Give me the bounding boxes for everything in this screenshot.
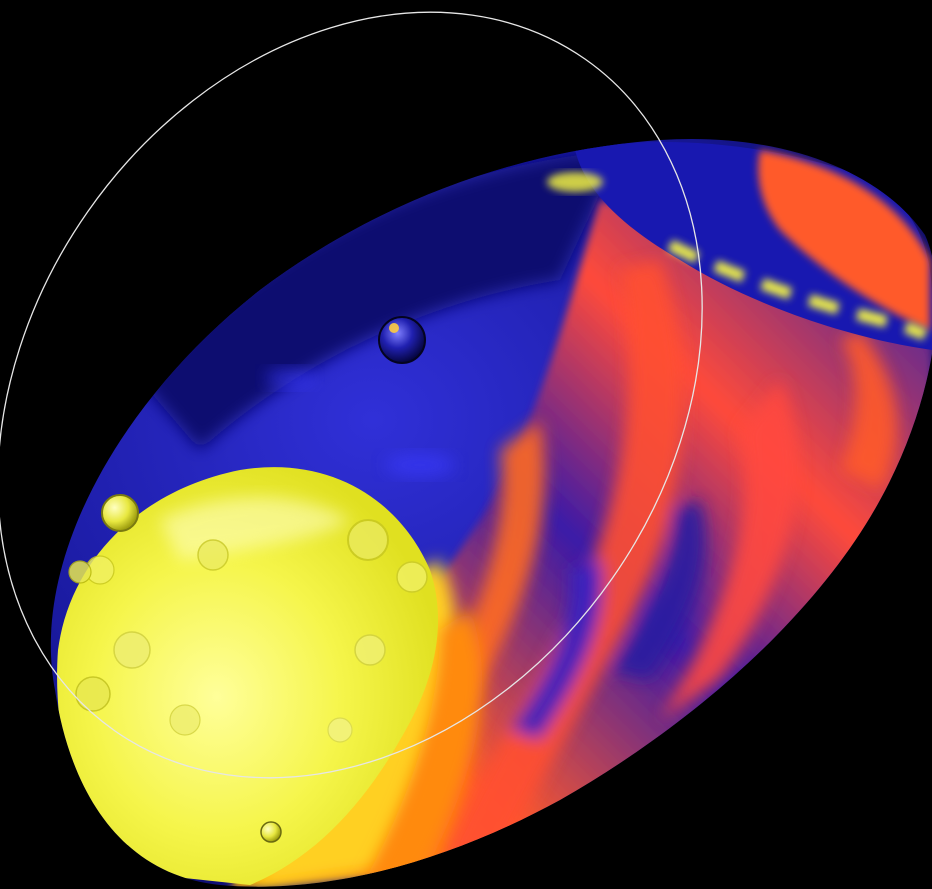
blue-patch-1 bbox=[385, 453, 455, 477]
top-glint bbox=[547, 172, 603, 192]
floating-bubble-glint bbox=[389, 323, 399, 333]
blue-patch-2 bbox=[265, 368, 315, 388]
color-streaks bbox=[420, 260, 898, 860]
tube-orange-band bbox=[360, 610, 482, 887]
upper-shadow bbox=[140, 150, 620, 450]
bubble-left bbox=[101, 494, 139, 532]
yellow-sphere bbox=[57, 467, 439, 885]
orange-reflection bbox=[758, 150, 930, 330]
yellow-rim-glints bbox=[667, 239, 928, 341]
floating-bubble bbox=[378, 316, 426, 364]
outline-ellipse bbox=[0, 11, 703, 779]
droplets-on-sphere bbox=[68, 519, 428, 743]
bubble-left-small bbox=[260, 821, 282, 843]
